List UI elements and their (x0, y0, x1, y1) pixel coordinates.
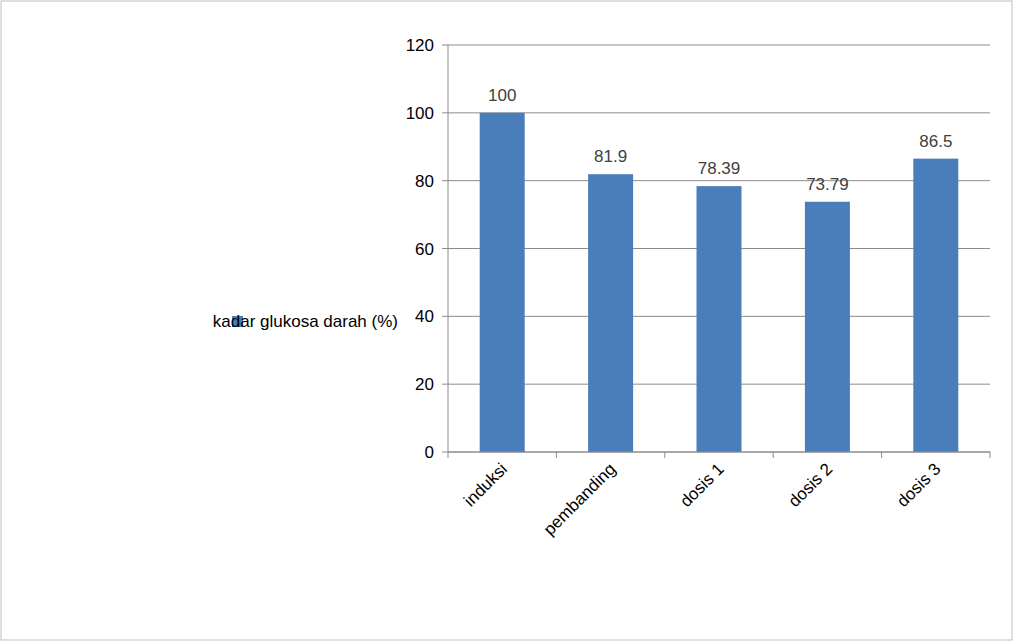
legend-label: kadar glukosa darah (%) (213, 312, 398, 331)
x-tick (881, 452, 882, 458)
x-tick-label: dosis 2 (785, 459, 837, 511)
x-axis (448, 452, 990, 453)
x-tick (990, 452, 991, 458)
y-tick (442, 452, 448, 453)
y-tick-label: 0 (425, 443, 434, 462)
data-label: 100 (488, 86, 516, 105)
y-tick-label: 20 (415, 375, 434, 394)
chart-frame (1, 1, 1012, 640)
chart: 0 20 40 60 80 100 120 100 81.9 78.39 73.79 86.5 indu… (0, 0, 1013, 641)
data-label: 81.9 (594, 147, 627, 166)
grid-line (448, 452, 990, 453)
data-label: 86.5 (919, 132, 952, 151)
y-tick (442, 248, 448, 249)
bar (588, 174, 633, 452)
x-tick (664, 452, 665, 458)
x-tick-label: pembanding (540, 459, 620, 539)
x-tick (773, 452, 774, 458)
y-axis (448, 45, 449, 452)
x-tick (448, 452, 449, 458)
y-tick (442, 316, 448, 317)
x-tick (556, 452, 557, 458)
y-tick-label: 40 (415, 307, 434, 326)
y-tick-label: 120 (406, 36, 434, 55)
x-tick-label: dosis 1 (676, 459, 728, 511)
bar (697, 186, 742, 452)
bar (805, 202, 850, 452)
bars (480, 113, 959, 452)
bar (913, 159, 958, 452)
data-label: 78.39 (698, 159, 741, 178)
y-tick (442, 180, 448, 181)
y-tick-label: 100 (406, 104, 434, 123)
bar (480, 113, 525, 452)
data-label: 73.79 (806, 175, 849, 194)
x-tick-label: induksi (460, 459, 511, 510)
y-tick (442, 45, 448, 46)
grid-line (448, 180, 990, 181)
y-tick (442, 112, 448, 113)
x-tick-label: dosis 3 (893, 459, 945, 511)
grid-line (448, 112, 990, 113)
y-tick-label: 80 (415, 172, 434, 191)
y-tick (442, 384, 448, 385)
grid-line (448, 45, 990, 46)
y-tick-label: 60 (415, 240, 434, 259)
